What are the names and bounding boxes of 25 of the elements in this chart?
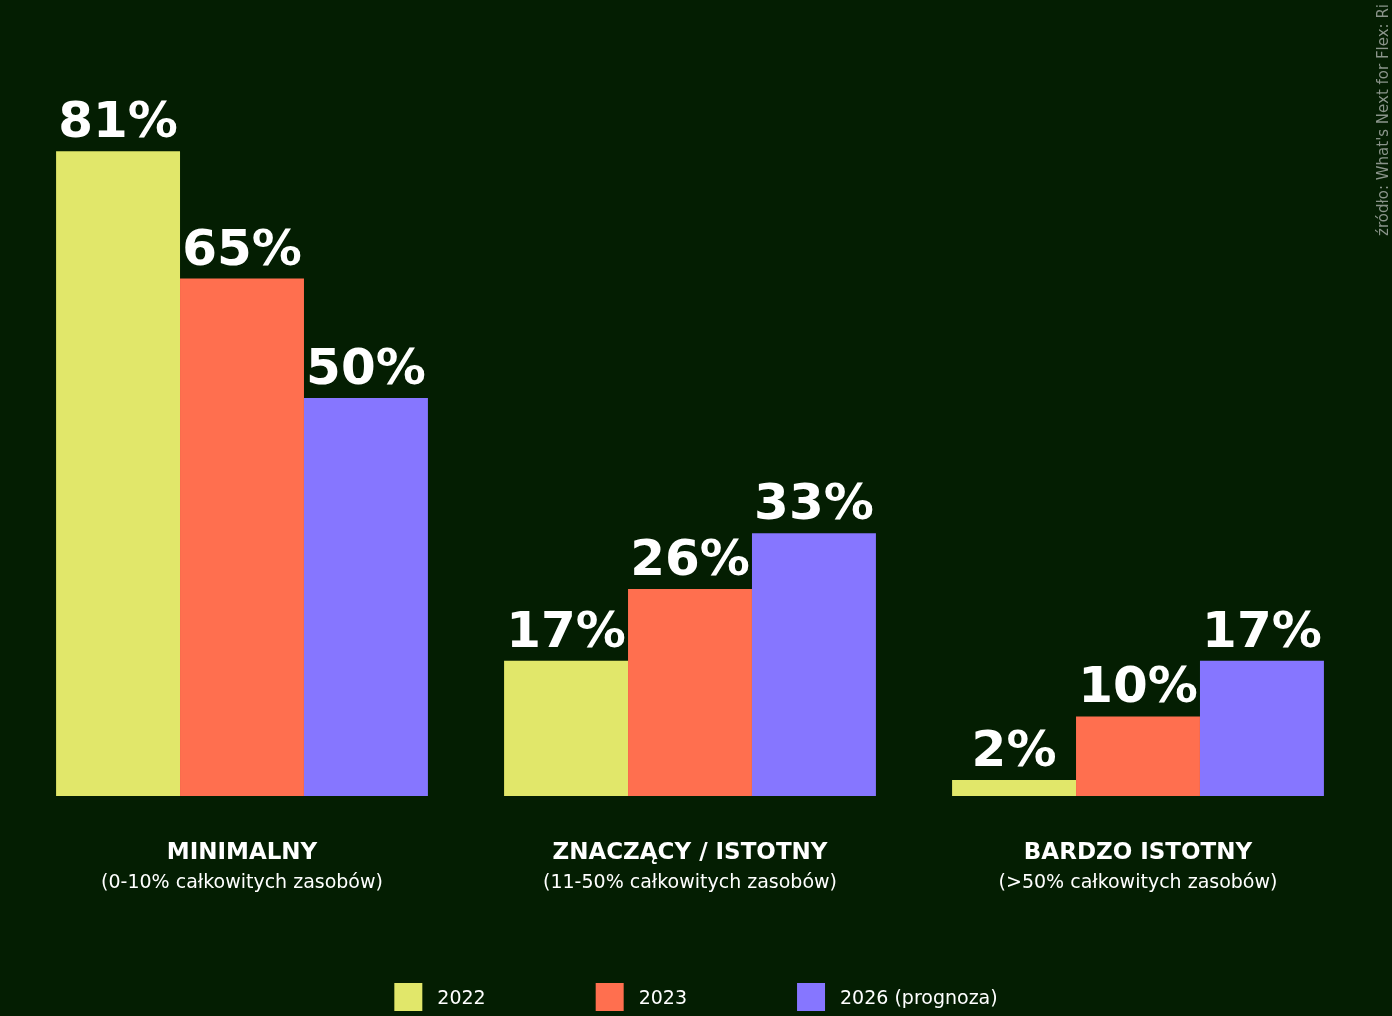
data-label: 17%: [1202, 600, 1322, 659]
legend-label: 2023: [638, 986, 688, 1008]
data-label: 17%: [506, 600, 626, 659]
data-label: 26%: [630, 529, 750, 588]
legend-label: 2022: [437, 986, 486, 1008]
legend-label: 2026 (prognoza): [840, 986, 998, 1008]
data-label: 2%: [971, 720, 1057, 779]
bar: [56, 151, 181, 796]
x-tick-label: BARDZO ISTOTNY (>50% całkowitych zasobów): [998, 838, 1278, 892]
bar: [303, 398, 428, 796]
data-label: 65%: [182, 218, 302, 277]
bar: [504, 660, 629, 796]
data-label: 33%: [754, 473, 874, 532]
bar: [180, 278, 304, 796]
x-tick-label: ZNACZĄCY / ISTOTNY (11-50% całkowitych zasobów): [543, 838, 837, 892]
x-tick-label: MINIMALNY (0-10% całkowitych zasobów): [101, 838, 383, 892]
bar: [1199, 660, 1324, 796]
bar: [1076, 716, 1200, 796]
bar: [628, 589, 752, 796]
bar: [952, 780, 1077, 796]
text: źródło: What's Next for Flex: Ri: [1373, 3, 1392, 236]
data-label: 50%: [306, 338, 426, 396]
bar: [751, 533, 876, 796]
data-label: 10%: [1078, 656, 1198, 715]
data-label: 81%: [58, 91, 178, 150]
